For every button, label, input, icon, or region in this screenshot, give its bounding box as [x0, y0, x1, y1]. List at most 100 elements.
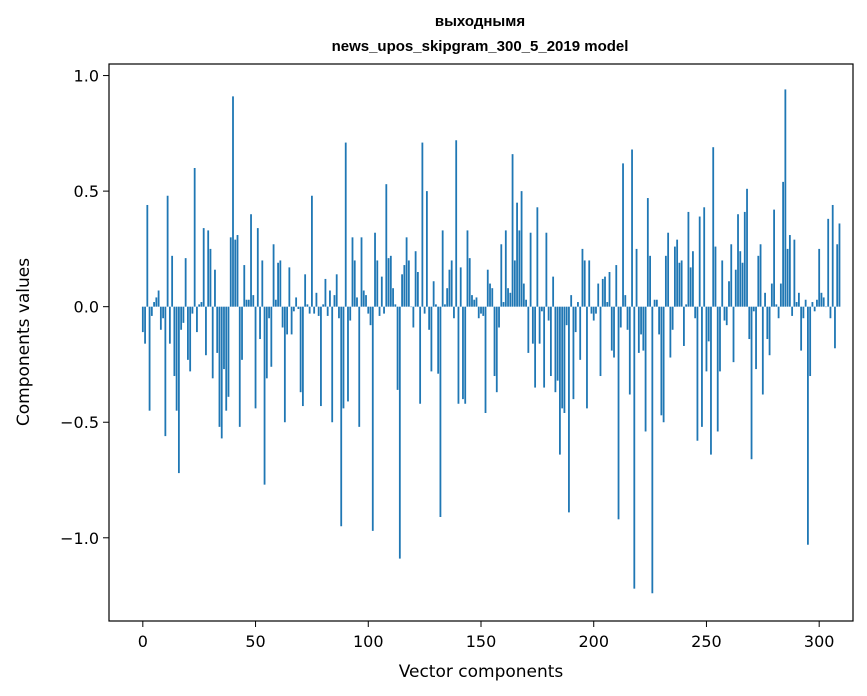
bar-68	[295, 297, 298, 307]
bar-221	[640, 306, 642, 335]
bar-258	[723, 306, 726, 321]
bar-54	[263, 306, 266, 485]
bar-153	[486, 269, 489, 307]
bar-295	[807, 306, 809, 545]
bar-151	[482, 306, 485, 316]
bar-261	[730, 244, 733, 307]
bar-67	[292, 306, 295, 312]
bar-273	[757, 255, 760, 307]
bar-216	[628, 306, 631, 395]
bar-12	[168, 306, 171, 344]
bar-181	[549, 306, 552, 377]
bar-279	[770, 283, 773, 307]
bar-18	[182, 306, 185, 323]
bar-27	[202, 228, 205, 307]
bar-217	[631, 149, 633, 307]
bar-137	[450, 260, 453, 307]
bar-134	[444, 304, 446, 307]
bar-56	[268, 306, 270, 319]
bar-155	[491, 288, 494, 307]
bar-1	[144, 306, 146, 344]
bar-180	[547, 306, 550, 321]
bar-164	[511, 154, 514, 307]
bar-104	[376, 260, 379, 307]
bar-213	[622, 163, 624, 307]
bar-299	[816, 299, 818, 307]
bar-133	[441, 230, 444, 307]
bar-122	[416, 272, 419, 307]
bar-307	[834, 306, 836, 349]
bar-260	[728, 281, 730, 307]
bar-288	[791, 306, 794, 316]
bar-72	[304, 274, 307, 307]
bar-50	[254, 306, 257, 409]
bar-220	[637, 306, 640, 353]
bar-49	[252, 295, 255, 307]
bar-171	[527, 306, 530, 353]
bar-87	[338, 306, 340, 319]
bar-219	[635, 248, 638, 307]
bar-91	[347, 306, 349, 402]
bar-294	[804, 299, 807, 307]
bar-10	[164, 306, 167, 437]
bar-75	[311, 195, 313, 307]
bar-88	[340, 306, 343, 527]
bar-199	[590, 306, 593, 314]
bar-19	[184, 258, 187, 307]
bar-48	[250, 214, 252, 307]
x-axis-label: Vector components	[399, 662, 564, 682]
bar-83	[329, 290, 331, 307]
bar-238	[678, 262, 681, 307]
bar-255	[716, 306, 719, 432]
bar-35	[220, 306, 223, 439]
bar-283	[779, 283, 782, 307]
bar-143	[464, 306, 467, 404]
bar-9	[162, 306, 165, 319]
bar-158	[498, 306, 500, 328]
bar-302	[822, 297, 825, 307]
bar-178	[543, 306, 546, 388]
bar-184	[556, 306, 559, 381]
bar-245	[694, 306, 697, 319]
bar-127	[428, 306, 431, 330]
bar-102	[371, 306, 374, 531]
bar-157	[495, 306, 498, 393]
bar-124	[421, 142, 424, 307]
bar-39	[229, 237, 232, 307]
bar-232	[664, 255, 667, 307]
bar-190	[570, 295, 573, 307]
bar-11	[166, 195, 169, 307]
x-tick-label-3: 150	[466, 632, 497, 651]
bar-246	[696, 306, 699, 441]
bar-175	[536, 207, 539, 307]
bar-53	[261, 260, 264, 307]
bar-70	[299, 306, 302, 393]
bar-284	[782, 181, 785, 307]
bar-165	[513, 260, 516, 307]
bar-125	[423, 306, 426, 314]
x-tick-label-0: 0	[138, 632, 148, 651]
bar-131	[437, 306, 440, 374]
bar-29	[207, 230, 210, 307]
bar-30	[209, 248, 212, 307]
bar-154	[489, 283, 491, 307]
bar-28	[205, 306, 207, 356]
bar-92	[349, 306, 352, 321]
bar-37	[225, 306, 228, 411]
bar-229	[658, 306, 661, 335]
bar-280	[773, 209, 775, 307]
bar-224	[646, 198, 649, 307]
bar-239	[680, 260, 683, 307]
bar-187	[563, 306, 566, 413]
bar-194	[579, 306, 582, 360]
bar-59	[274, 299, 277, 307]
bar-266	[741, 262, 744, 307]
bar-292	[800, 306, 803, 351]
bar-152	[484, 306, 487, 413]
bar-215	[626, 306, 629, 330]
bar-100	[367, 306, 370, 314]
bar-254	[714, 246, 717, 307]
bar-33	[216, 306, 219, 353]
bar-159	[500, 244, 503, 307]
